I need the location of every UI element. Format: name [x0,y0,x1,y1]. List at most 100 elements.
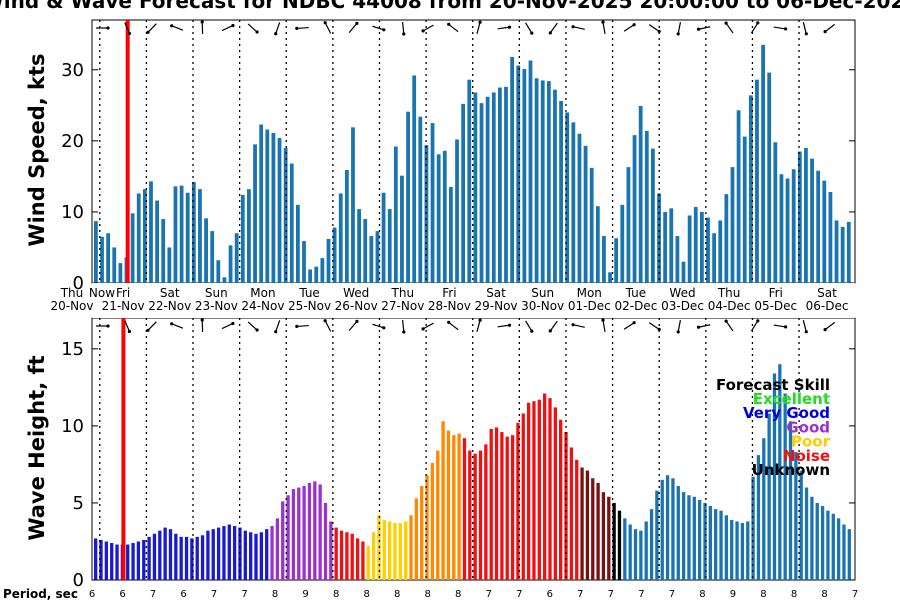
wave-bar [788,421,793,580]
wave-bar [676,485,680,580]
wind-bar [283,147,288,283]
wave-direction-arrowhead [823,328,827,332]
wave-bar [591,478,595,580]
wind-y-axis-label: Wind Speed, kts [25,53,49,246]
wave-bar [724,515,729,580]
wave-bar [628,524,632,580]
wave-direction-arrow [221,322,234,330]
wave-bar [211,529,215,580]
wind-ytick-label: 10 [61,202,84,223]
wind-direction-arrow [247,23,258,33]
period-row: 6 6 7 6 7 7 8 9 8 8 8 8 8 7 7 6 7 7 7 7 8 9 8 8 8 7 [89,589,858,600]
wind-direction-arrow [648,24,660,32]
wave-bar [254,533,258,580]
wave-direction-arrowhead [756,319,760,323]
wind-direction-arrowhead [530,31,534,35]
wave-bar [147,536,151,580]
wave-bar [708,506,712,580]
wave-bar [644,521,648,580]
wave-direction-arrow [750,320,759,332]
wind-bar [179,185,184,283]
wind-bar [210,231,215,283]
wind-bar [510,56,515,284]
period-value: 8 [364,589,370,600]
wave-bar [286,495,290,580]
wind-bar [289,163,294,283]
wind-direction-arrow [677,21,682,35]
wave-bar [548,398,552,580]
wind-bar [693,206,698,283]
wave-bar [783,393,787,580]
wave-bar [270,526,274,580]
wave-direction-arrow [296,324,309,328]
wave-bar [457,433,461,580]
wind-bar [491,92,496,283]
period-value: 6 [547,589,553,600]
wave-direction-arrow [448,321,459,331]
wind-bar [338,193,343,283]
period-value: 7 [852,589,858,600]
legend-entry: Excellent [753,390,830,408]
day-label-date: 26-Nov [335,299,378,313]
day-label-dow: Sun [531,286,554,300]
wave-direction-arrowhead [601,318,605,322]
day-label-dow: Fri [442,286,456,300]
wind-bar [357,209,361,283]
now-label: Now [89,286,115,300]
wind-bar [534,78,539,283]
wind-bar [94,221,98,283]
wave-bar [291,489,296,580]
wave-bar [420,485,424,580]
wave-bar [249,532,253,580]
wind-bar [149,181,153,283]
day-label-dow: Thu [717,286,741,300]
wind-bar [216,260,221,283]
wave-bar [430,462,435,580]
period-value: 8 [272,589,278,600]
wave-bar [281,501,285,580]
wave-direction-arrow [648,322,660,330]
wind-direction-arrowhead [696,27,701,31]
wave-bar [847,529,851,580]
wind-bar [485,96,490,284]
day-label-date: 23-Nov [195,299,238,313]
wind-bar [461,103,466,283]
wave-direction-arrowhead [784,325,788,329]
period-value: 6 [89,589,95,600]
wind-bar [449,187,453,283]
period-value: 8 [760,589,766,600]
wave-bar [222,526,226,580]
wind-direction-arrow [602,21,606,35]
wave-bar [313,481,317,580]
day-label-dow: Sat [817,286,837,300]
wave-direction-arrowhead [530,329,534,333]
wind-direction-arrowhead [601,20,605,24]
wind-bar [100,236,104,283]
wind-bar [571,122,576,283]
wave-direction-arrow [677,319,682,333]
wind-bar [265,129,270,283]
period-value: 8 [821,589,827,600]
wave-direction-arrowhead [170,322,174,326]
wave-direction-arrow [372,323,385,329]
wave-bar [639,530,643,580]
wind-bar [675,236,680,283]
wave-direction-arrowhead [478,318,482,322]
wave-bar [660,479,664,580]
wind-bar [773,142,778,283]
wave-bar [398,522,402,580]
wave-direction-arrow [572,324,585,328]
wind-bar [724,194,729,283]
wave-ytick-label: 0 [73,570,84,591]
wave-direction-arrowhead [355,319,359,323]
wave-bar [596,482,600,580]
wave-bar [751,476,755,580]
wind-bar [326,238,331,283]
wave-direction-arrowhead [447,320,451,324]
wind-direction-arrowhead [657,29,661,33]
wave-direction-arrowhead [127,329,131,334]
day-label-date: 06-Dec [806,299,849,313]
wind-direction-arrowhead [784,27,788,31]
wind-bar [589,167,594,283]
wave-direction-arrowhead [200,318,204,322]
